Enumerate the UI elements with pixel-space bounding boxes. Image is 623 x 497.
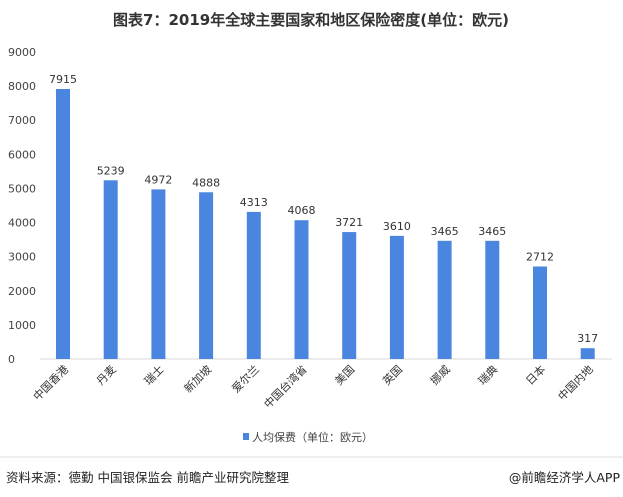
x-tick-label: 挪威 (427, 362, 452, 387)
x-tick-label: 丹麦 (94, 363, 119, 388)
data-label: 3610 (383, 220, 411, 233)
bar (533, 266, 547, 359)
x-tick-label: 美国 (333, 363, 358, 388)
x-tick-label: 瑞士 (141, 362, 166, 387)
y-tick-label: 5000 (8, 182, 36, 195)
bar (437, 240, 452, 359)
bar (342, 232, 357, 359)
x-tick-label: 英国 (380, 362, 405, 387)
bar (151, 189, 166, 359)
legend-swatch (243, 433, 249, 440)
bar (389, 235, 404, 359)
data-label: 3721 (335, 216, 363, 229)
x-tick-label: 爱尔兰 (229, 363, 262, 396)
data-label: 3465 (431, 225, 459, 238)
bar (103, 180, 118, 359)
y-axis: 0 1000 2000 3000 4000 5000 6000 7000 8000 9000 (8, 46, 36, 366)
data-label: 4313 (240, 196, 268, 209)
data-label: 2712 (526, 250, 554, 263)
y-tick-label: 2000 (8, 285, 36, 298)
bar (56, 89, 70, 359)
data-label: 3465 (478, 225, 506, 238)
data-label: 7915 (49, 73, 77, 86)
bars: 7915 5239 4972 4888 4313 4068 3721 3610 3465 3465… (49, 73, 598, 359)
data-label: 4888 (192, 176, 220, 189)
y-tick-label: 7000 (8, 114, 36, 127)
legend-label: 人均保费（单位：欧元） (252, 430, 373, 444)
y-tick-label: 1000 (8, 319, 36, 332)
data-label: 5239 (97, 164, 125, 177)
x-tick-label: 中国台湾省 (261, 362, 310, 411)
bar (294, 220, 309, 359)
x-tick-label: 中国内地 (555, 362, 596, 403)
bar (199, 192, 214, 359)
bar (246, 211, 261, 359)
x-tick-label: 瑞典 (475, 362, 500, 387)
chart-title: 图表7：2019年全球主要国家和地区保险密度(单位：欧元) (113, 11, 509, 29)
y-tick-label: 6000 (8, 148, 36, 161)
credit: @前瞻经济学人APP (509, 470, 621, 485)
x-tick-label: 中国香港 (31, 363, 71, 403)
y-tick-label: 8000 (8, 80, 36, 93)
x-axis-labels: 中国香港 丹麦 瑞士 新加坡 爱尔兰 中国台湾省 美国 英国 挪威 瑞典 日本 中国内地 (31, 362, 596, 411)
y-tick-label: 0 (8, 353, 15, 366)
y-tick-label: 4000 (8, 217, 36, 230)
data-label: 4972 (144, 173, 172, 186)
bar (485, 240, 500, 359)
x-tick-label: 新加坡 (181, 362, 214, 395)
x-tick-label: 日本 (523, 362, 548, 387)
data-label: 317 (577, 332, 598, 345)
source-note: 资料来源：德勤 中国银保监会 前瞻产业研究院整理 (6, 470, 289, 485)
y-tick-label: 9000 (8, 46, 36, 59)
legend: 人均保费（单位：欧元） (243, 430, 373, 444)
data-label: 4068 (288, 204, 316, 217)
y-tick-label: 3000 (8, 251, 36, 264)
bar (580, 348, 595, 359)
